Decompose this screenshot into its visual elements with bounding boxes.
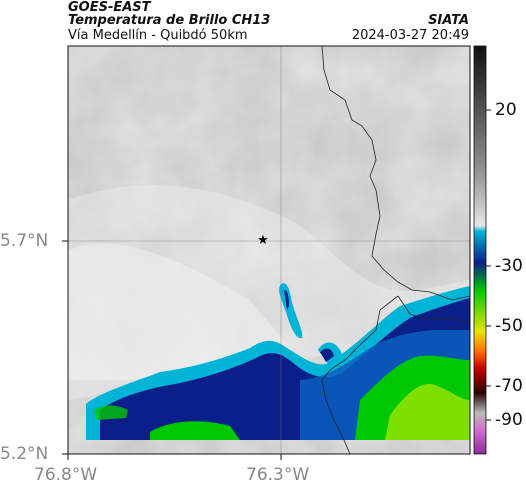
star-icon: ★ bbox=[257, 233, 269, 248]
area-subtitle: Vía Medellín - Quibdó 50km bbox=[68, 28, 248, 43]
colorbar-label: -50 bbox=[495, 316, 523, 336]
colorbar-label: 20 bbox=[495, 100, 517, 120]
organization-label: SIATA bbox=[428, 13, 469, 28]
lat-tick-label: 5.2°N bbox=[0, 444, 49, 464]
colorbar-label: -70 bbox=[495, 376, 523, 396]
lon-tick-label: 76.3°W bbox=[246, 465, 310, 485]
colorbar-label: -90 bbox=[495, 410, 523, 430]
product-title: Temperatura de Brillo CH13 bbox=[68, 13, 271, 28]
colorbar bbox=[473, 45, 487, 455]
lat-tick-label: 5.7°N bbox=[0, 231, 49, 251]
timestamp-label: 2024-03-27 20:49 bbox=[351, 28, 469, 43]
satellite-title: GOES-EAST bbox=[68, 0, 151, 15]
lon-tick-label: 76.8°W bbox=[34, 465, 98, 485]
colorbar-label: -30 bbox=[495, 256, 523, 276]
